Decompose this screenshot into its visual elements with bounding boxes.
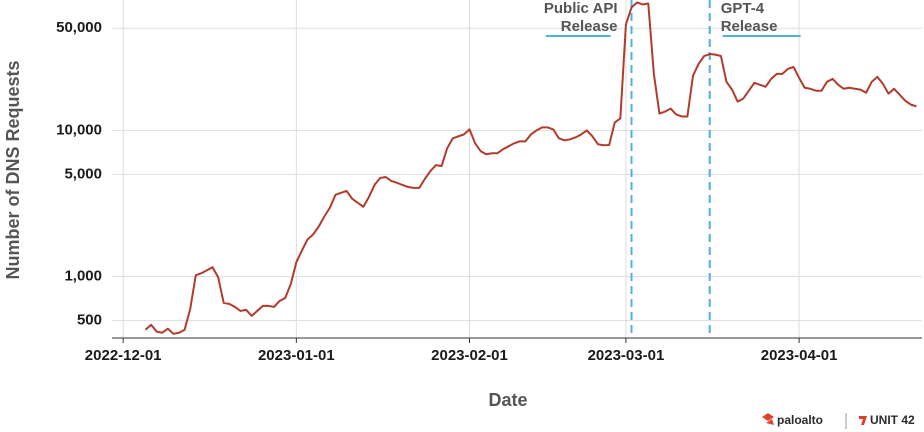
x-tick-label: 2023-04-01: [761, 347, 838, 364]
data-line: [144, 1, 917, 335]
y-tick-label: 5,000: [64, 165, 102, 182]
x-tick-label: 2023-02-01: [431, 347, 508, 364]
x-axis-label: Date: [488, 390, 527, 410]
unit42-icon: [859, 416, 867, 425]
y-tick-label: 10,000: [56, 121, 102, 138]
y-tick-label: 1,000: [64, 268, 102, 285]
y-tick-label: 500: [77, 312, 102, 329]
paloalto-icon: [762, 413, 774, 425]
x-tick-label: 2023-01-01: [258, 347, 335, 364]
x-tick-label: 2022-12-01: [85, 347, 162, 364]
y-axis-label: Number of DNS Requests: [3, 60, 23, 279]
annotation-text: GPT-4: [721, 0, 765, 17]
annotation-text: Public API: [544, 0, 618, 17]
x-tick-label: 2023-03-01: [588, 347, 665, 364]
annotation-text: Release: [561, 18, 618, 35]
y-tick-label: 50,000: [56, 19, 102, 36]
unit42-logo: UNIT 42: [870, 413, 915, 427]
annotation-text: Release: [721, 18, 778, 35]
paloalto-logo: paloalto: [777, 413, 823, 427]
branding: paloalto UNIT 42: [762, 413, 915, 429]
